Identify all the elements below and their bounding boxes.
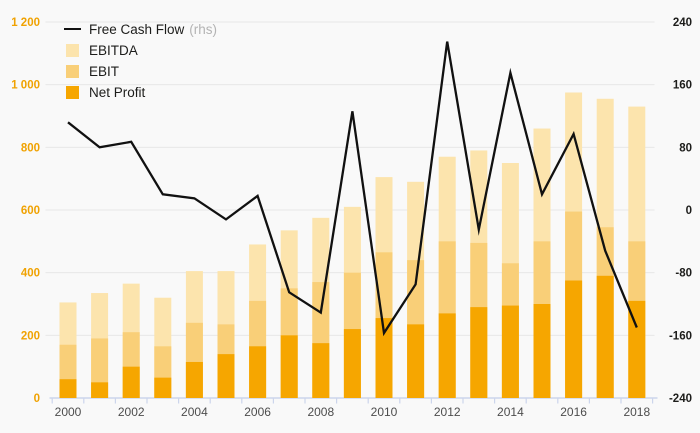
left-axis-label: 200 xyxy=(21,330,40,342)
bar-2017-net-profit xyxy=(596,275,614,398)
legend-label: Net Profit xyxy=(89,84,146,100)
legend-suffix-rhs: (rhs) xyxy=(189,21,218,37)
bar-2011-net-profit xyxy=(407,324,425,398)
chart-legend: Free Cash Flow (rhs) EBITDA EBIT Net Pro… xyxy=(64,21,217,100)
x-axis-label: 2006 xyxy=(244,405,271,419)
x-axis-label: 2010 xyxy=(371,405,398,419)
right-axis-label: -240 xyxy=(669,393,692,405)
x-axis-label: 2008 xyxy=(307,405,334,419)
bar-2005-net-profit xyxy=(217,354,235,398)
legend-label: EBITDA xyxy=(89,42,138,58)
right-axis-label: -160 xyxy=(669,330,692,342)
left-axis-label: 600 xyxy=(21,205,40,217)
bar-2010-net-profit xyxy=(375,318,393,398)
bar-2004-net-profit xyxy=(185,361,203,398)
right-axis-label: 80 xyxy=(679,142,692,154)
right-axis-label: -80 xyxy=(675,268,692,280)
line-marker-icon xyxy=(64,27,81,31)
bar-2018-net-profit xyxy=(628,300,646,398)
legend-label: Free Cash Flow xyxy=(89,21,185,37)
bar-2013-net-profit xyxy=(470,307,488,398)
bar-2012-net-profit xyxy=(438,313,456,398)
ebit-swatch-icon xyxy=(66,64,79,78)
bar-2002-net-profit xyxy=(122,366,140,398)
x-axis-label: 2016 xyxy=(560,405,587,419)
bar-2016-net-profit xyxy=(565,280,583,398)
x-axis-label: 2002 xyxy=(118,405,145,419)
x-axis-label: 2018 xyxy=(623,405,650,419)
legend-item-net-profit: Net Profit xyxy=(64,84,217,100)
legend-item-free-cash-flow: Free Cash Flow (rhs) xyxy=(64,21,217,37)
bar-2000-net-profit xyxy=(59,379,77,398)
x-axis-label: 2014 xyxy=(497,405,524,419)
bar-2007-net-profit xyxy=(280,335,298,398)
left-axis-label: 1 000 xyxy=(11,80,40,92)
x-axis-label: 2012 xyxy=(434,405,461,419)
x-axis-label: 2000 xyxy=(55,405,82,419)
bar-2009-net-profit xyxy=(343,329,361,398)
bar-2006-net-profit xyxy=(249,346,267,398)
net-profit-swatch-icon xyxy=(66,85,79,99)
right-axis-label: 240 xyxy=(673,17,692,29)
legend-item-ebitda: EBITDA xyxy=(64,42,217,58)
left-axis-label: 0 xyxy=(34,393,40,405)
left-axis-label: 1 200 xyxy=(11,17,40,29)
legend-item-ebit: EBIT xyxy=(64,63,217,79)
left-axis-label: 400 xyxy=(21,268,40,280)
bar-2003-net-profit xyxy=(154,377,172,398)
x-axis-label: 2004 xyxy=(181,405,208,419)
bar-2008-net-profit xyxy=(312,343,330,398)
bar-2015-net-profit xyxy=(533,304,551,398)
free-cash-flow-line xyxy=(67,41,638,337)
bar-2014-net-profit xyxy=(501,305,519,398)
right-axis-label: 0 xyxy=(686,205,692,217)
legend-label: EBIT xyxy=(89,63,120,79)
right-axis-label: 160 xyxy=(673,80,692,92)
bar-2001-net-profit xyxy=(91,382,109,398)
ebitda-swatch-icon xyxy=(66,43,79,57)
left-axis-label: 800 xyxy=(21,142,40,154)
